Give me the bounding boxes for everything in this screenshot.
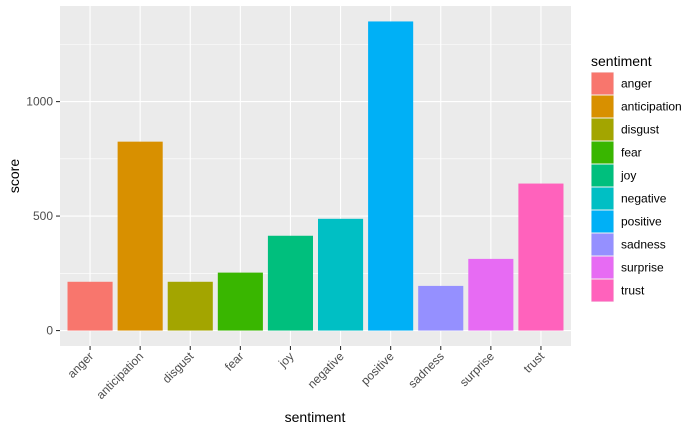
legend-swatch-disgust — [591, 118, 614, 141]
x-axis-title: sentiment — [285, 409, 346, 425]
legend-title: sentiment — [591, 53, 652, 69]
bar-anger — [67, 281, 113, 331]
bar-trust — [518, 183, 564, 331]
bar-joy — [267, 235, 313, 331]
bar-anticipation — [117, 141, 163, 331]
legend-swatch-positive — [591, 210, 614, 233]
legend-swatch-surprise — [591, 256, 614, 279]
bar-disgust — [167, 281, 213, 331]
bar-sadness — [418, 285, 464, 331]
y-axis-ticks: 0 500 1000 — [26, 95, 60, 338]
bar-positive — [368, 21, 414, 331]
legend-label-anticipation: anticipation — [621, 100, 682, 114]
legend-swatch-sadness — [591, 233, 614, 256]
bars — [67, 21, 564, 331]
legend-swatch-joy — [591, 164, 614, 187]
legend-swatch-trust — [591, 279, 614, 302]
y-tick-label: 0 — [46, 324, 53, 338]
legend-label-disgust: disgust — [621, 123, 660, 137]
bar-surprise — [468, 258, 514, 331]
legend-label-sadness: sadness — [621, 238, 666, 252]
legend-swatch-negative — [591, 187, 614, 210]
legend-swatch-fear — [591, 141, 614, 164]
legend-label-trust: trust — [621, 284, 645, 298]
legend-label-joy: joy — [620, 169, 636, 183]
bar-fear — [217, 272, 263, 331]
legend: sentiment anger anticipation disgust fear jo… — [591, 53, 682, 302]
legend-label-surprise: surprise — [621, 261, 664, 275]
y-axis-title: score — [6, 159, 22, 193]
legend-label-negative: negative — [621, 192, 667, 206]
legend-items: anger anticipation disgust fear joy negative p… — [591, 72, 682, 302]
y-tick-label: 500 — [33, 209, 53, 223]
legend-label-fear: fear — [621, 146, 642, 160]
legend-swatch-anticipation — [591, 95, 614, 118]
legend-label-anger: anger — [621, 77, 652, 91]
legend-swatch-anger — [591, 72, 614, 95]
y-tick-label: 1000 — [26, 95, 53, 109]
bar-negative — [318, 218, 364, 331]
legend-label-positive: positive — [621, 215, 662, 229]
